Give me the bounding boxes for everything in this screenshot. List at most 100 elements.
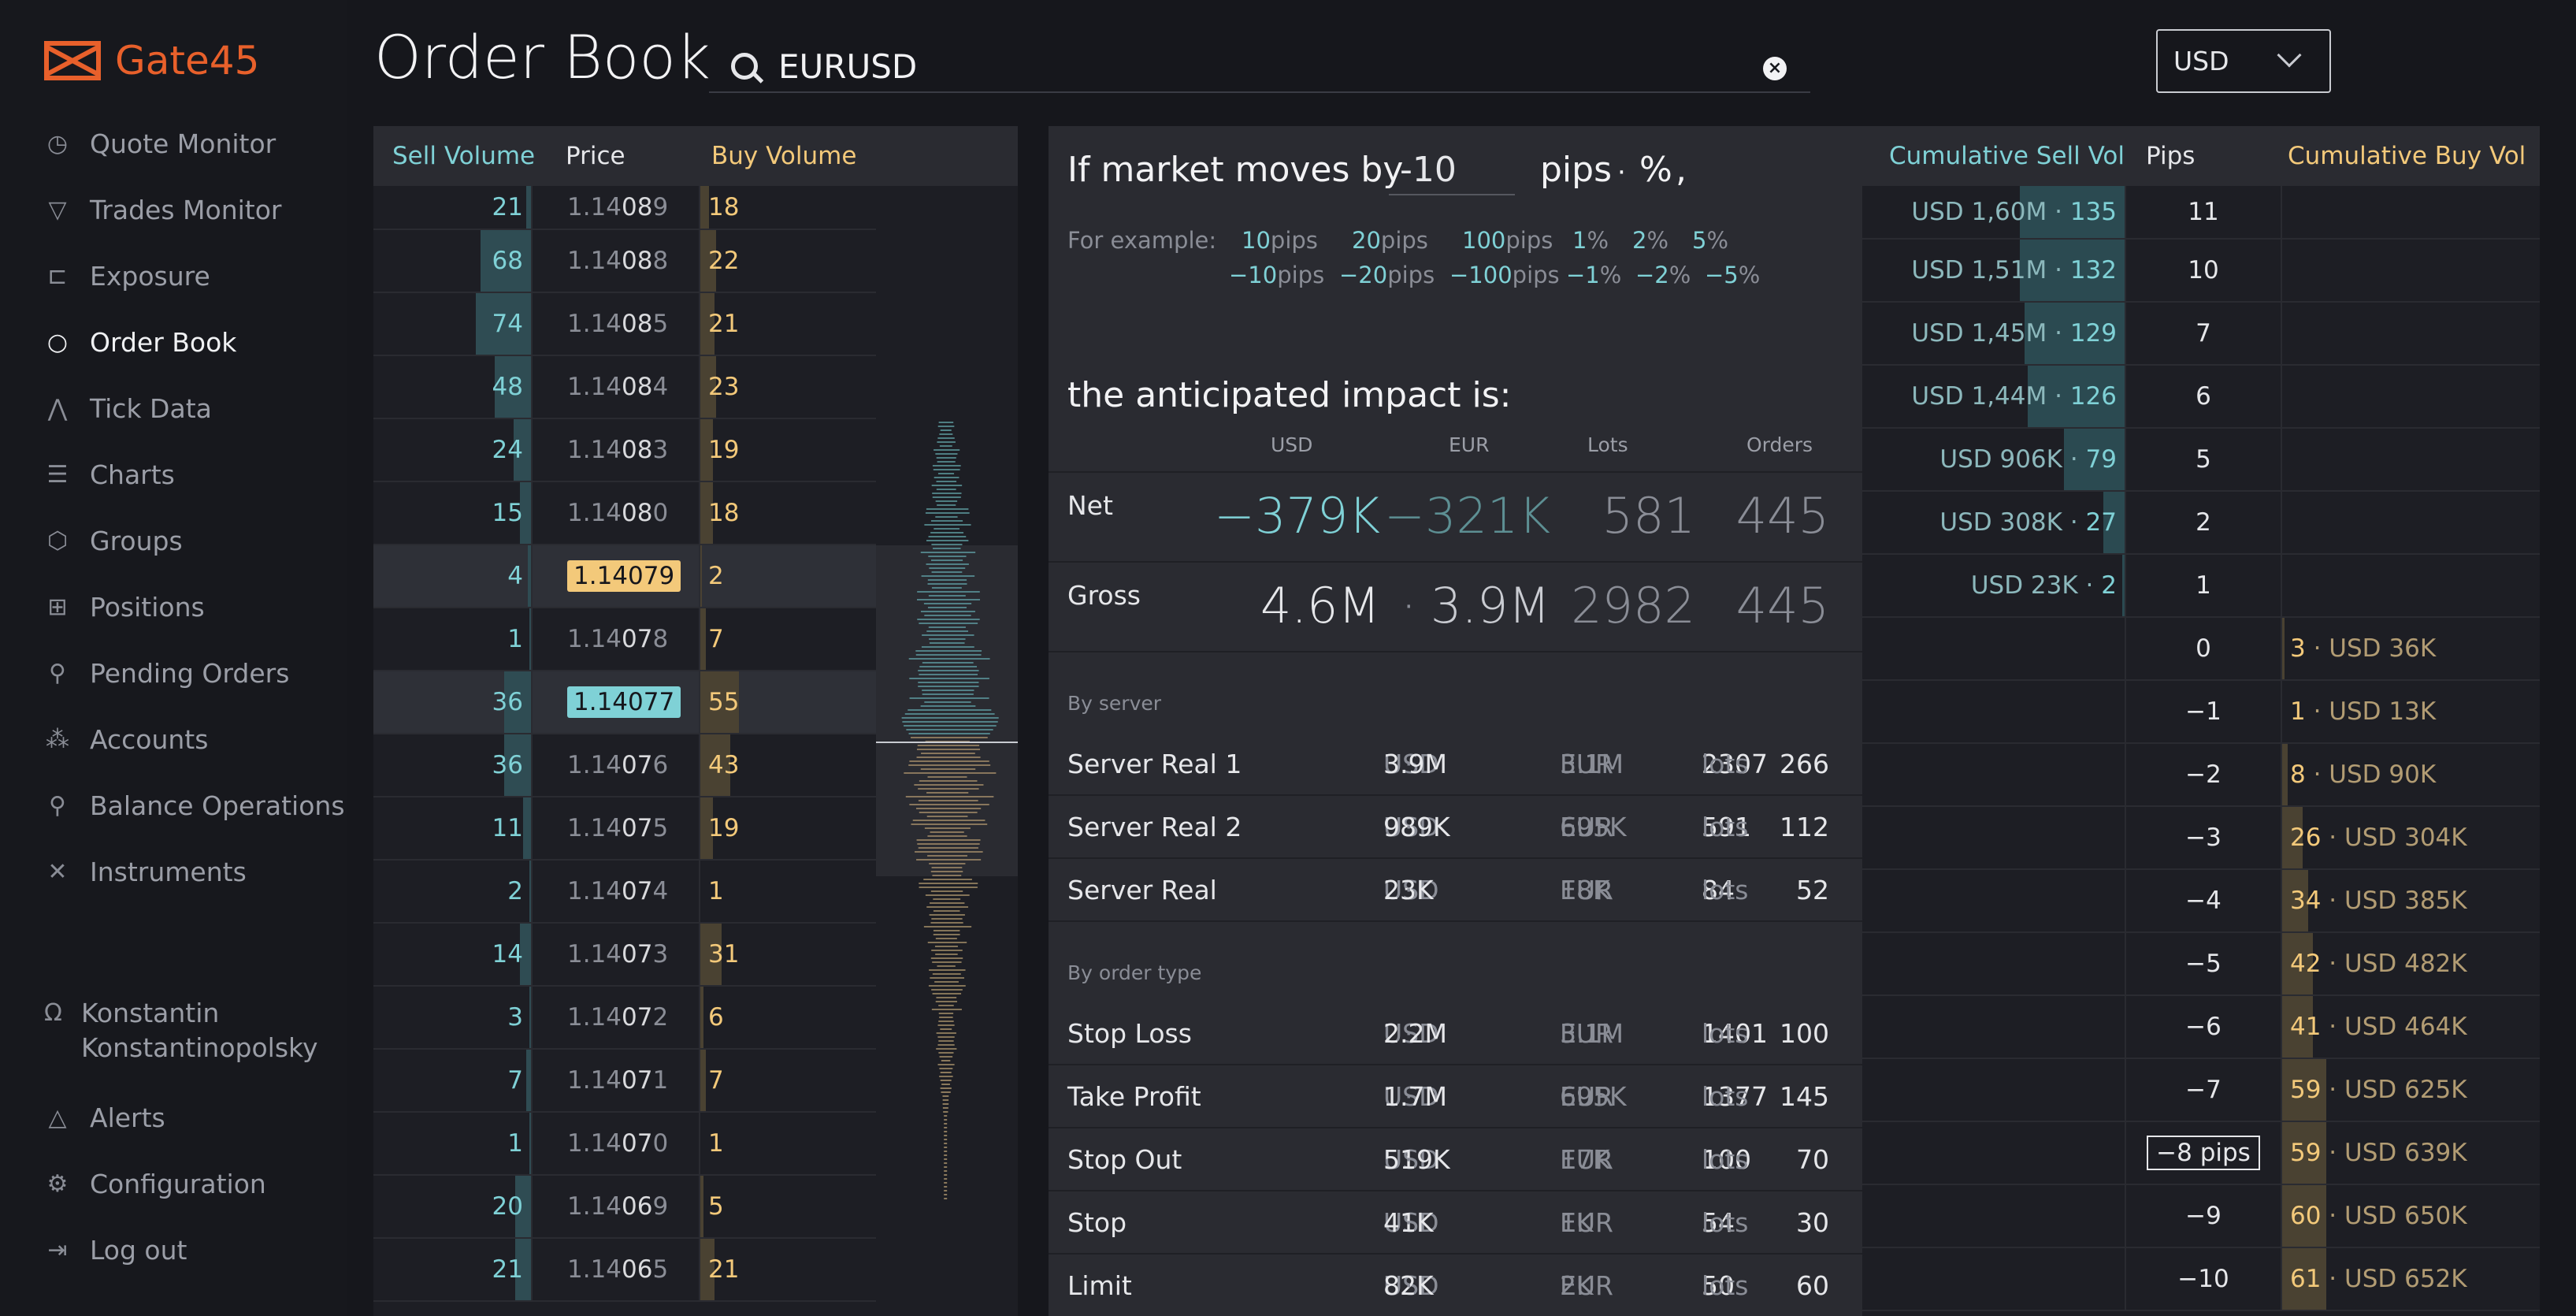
example-move-link[interactable]: 100pips xyxy=(1462,227,1553,254)
order-book-row[interactable]: 2 1.14074 1 xyxy=(373,861,876,924)
sidebar-item-alerts[interactable]: △ Alerts xyxy=(44,1095,165,1139)
order-book-row[interactable]: 24 1.14083 19 xyxy=(373,419,876,482)
currency-select[interactable]: USD xyxy=(2156,29,2331,93)
order-book-row[interactable]: 4 1.14079 2 xyxy=(373,545,876,608)
pips-value[interactable]: −8 pips xyxy=(2147,1136,2260,1170)
cumulative-row[interactable]: USD 23K · 2 1 xyxy=(1862,555,2540,618)
example-move-link[interactable]: −100pips xyxy=(1449,262,1560,288)
currency-label: USD xyxy=(1383,1081,1439,1112)
order-book-row[interactable]: 1 1.14078 7 xyxy=(373,608,876,671)
sell-volume-value: 74 xyxy=(492,310,523,338)
move-amount-input[interactable]: -10 xyxy=(1389,150,1515,195)
cumulative-row[interactable]: −4 34 · USD 385K xyxy=(1862,870,2540,933)
cumulative-row[interactable]: −9 60 · USD 650K xyxy=(1862,1185,2540,1248)
example-move-link[interactable]: −1% xyxy=(1566,262,1621,288)
example-move-link[interactable]: −20pips xyxy=(1339,262,1435,288)
server-row[interactable]: Server Real 1 USD 3.9M · EUR 3.1M 2307 lots 2… xyxy=(1049,733,1862,796)
search-bar[interactable]: EURUSD × xyxy=(709,41,1810,93)
cumulative-row[interactable]: −7 59 · USD 625K xyxy=(1862,1059,2540,1122)
sidebar-item-groups[interactable]: ⬡ Groups xyxy=(44,519,183,563)
clear-search-icon[interactable]: × xyxy=(1763,57,1787,80)
order-book-row[interactable]: 21 1.14089 18 xyxy=(373,186,876,230)
order-book-row[interactable]: 36 1.14077 55 xyxy=(373,671,876,734)
cumulative-row[interactable]: −10 61 · USD 652K xyxy=(1862,1248,2540,1311)
order-type-row[interactable]: Stop USD 41K · EUR 1K 54 lots 30 xyxy=(1049,1191,1862,1255)
example-move-link[interactable]: −5% xyxy=(1705,262,1760,288)
cumulative-row[interactable]: USD 1,44M · 126 6 xyxy=(1862,366,2540,429)
server-row[interactable]: Server Real 2 USD 989K · EUR 695K 591 lots 11… xyxy=(1049,796,1862,859)
order-book-row[interactable]: 7 1.14071 7 xyxy=(373,1050,876,1113)
example-move-link[interactable]: 2% xyxy=(1632,227,1668,254)
pips-header[interactable]: Pips xyxy=(2146,142,2196,170)
example-move-link[interactable]: 1% xyxy=(1572,227,1609,254)
order-book-row[interactable]: 21 1.14065 21 xyxy=(373,1239,876,1302)
sidebar-item-accounts[interactable]: ⁂ Accounts xyxy=(44,717,208,761)
depth-highlight xyxy=(876,545,1018,876)
cumulative-row[interactable]: −6 41 · USD 464K xyxy=(1862,996,2540,1059)
sidebar-item-log-out[interactable]: ⇥ Log out xyxy=(44,1228,187,1272)
buy-volume-header[interactable]: Buy Volume xyxy=(711,142,857,170)
cumulative-row[interactable]: −8 pips 59 · USD 639K xyxy=(1862,1122,2540,1185)
sell-volume-header[interactable]: Sell Volume xyxy=(392,142,536,170)
order-type-row[interactable]: Stop Loss USD 2.2M · EUR 3.1M 1401 lots 100 xyxy=(1049,1002,1862,1065)
order-type-row[interactable]: Take Profit USD 1.7M · EUR 695K 1377 lots 145 xyxy=(1049,1065,1862,1128)
cumulative-row[interactable]: USD 308K · 27 2 xyxy=(1862,492,2540,555)
buy-volume-cell: 18 xyxy=(700,186,876,229)
net-eur: −321K xyxy=(1384,487,1550,545)
order-book-row[interactable]: 20 1.14069 5 xyxy=(373,1176,876,1239)
sell-volume-value: 21 xyxy=(492,1255,523,1284)
price-header[interactable]: Price xyxy=(566,142,625,170)
sidebar-item-configuration[interactable]: ⚙ Configuration xyxy=(44,1162,266,1206)
cumulative-row[interactable]: −2 8 · USD 90K xyxy=(1862,744,2540,807)
example-move-link[interactable]: −2% xyxy=(1635,262,1691,288)
cumulative-row[interactable]: 0 3 · USD 36K xyxy=(1862,618,2540,681)
sidebar-item-pending-orders[interactable]: ⚲ Pending Orders xyxy=(44,651,289,695)
logo[interactable]: Gate45 xyxy=(44,38,259,84)
order-type-row[interactable]: Limit USD 82K · EUR 2K 50 lots 60 xyxy=(1049,1255,1862,1316)
sidebar-item-trades-monitor[interactable]: ▽ Trades Monitor xyxy=(44,188,281,232)
order-book-row[interactable]: 1 1.14070 1 xyxy=(373,1113,876,1176)
cumulative-row[interactable]: USD 1,45M · 129 7 xyxy=(1862,303,2540,366)
cumulative-row[interactable]: USD 1,60M · 135 11 xyxy=(1862,186,2540,240)
order-book-row[interactable]: 3 1.14072 6 xyxy=(373,987,876,1050)
sidebar-item-charts[interactable]: ☰ Charts xyxy=(44,452,175,496)
server-row[interactable]: Server Real USD 23K · EUR 18K 84 lots 52 xyxy=(1049,859,1862,922)
cumulative-row[interactable]: −5 42 · USD 482K xyxy=(1862,933,2540,996)
sidebar-item-instruments[interactable]: ✕ Instruments xyxy=(44,849,246,894)
cumulative-row[interactable]: −3 26 · USD 304K xyxy=(1862,807,2540,870)
buy-volume-value: 31 xyxy=(708,940,740,968)
cum-buy-header[interactable]: Cumulative Buy Vol xyxy=(2288,142,2526,170)
sidebar-item-positions[interactable]: ⊞ Positions xyxy=(44,585,204,629)
order-book-row[interactable]: 15 1.14080 18 xyxy=(373,482,876,545)
example-unit: pips xyxy=(1277,262,1325,288)
example-move-link[interactable]: −10pips xyxy=(1229,262,1324,288)
unit-percent-toggle[interactable]: % xyxy=(1639,150,1672,190)
example-move-link[interactable]: 10pips xyxy=(1242,227,1318,254)
order-book-row[interactable]: 11 1.14075 19 xyxy=(373,797,876,861)
user-profile[interactable]: Ω Konstantin Konstantinopolsky xyxy=(44,996,317,1065)
order-book-row[interactable]: 48 1.14084 23 xyxy=(373,356,876,419)
unit-pips-toggle[interactable]: pips xyxy=(1540,150,1613,190)
cumulative-row[interactable]: −1 1 · USD 13K xyxy=(1862,681,2540,744)
cum-buy-count: 41 xyxy=(2290,1013,2322,1041)
order-book-row[interactable]: 68 1.14088 22 xyxy=(373,230,876,293)
example-move-link[interactable]: 20pips xyxy=(1352,227,1428,254)
buy-volume-value: 55 xyxy=(708,688,740,716)
sidebar-item-tick-data[interactable]: ⋀ Tick Data xyxy=(44,386,212,430)
sidebar-item-exposure[interactable]: ⊏ Exposure xyxy=(44,254,210,298)
order-book-row[interactable]: 36 1.14076 43 xyxy=(373,734,876,797)
sidebar-item-balance-operations[interactable]: ⚲ Balance Operations xyxy=(44,783,345,827)
example-unit: pips xyxy=(1380,227,1428,254)
example-unit: pips xyxy=(1512,262,1560,288)
cum-sell-count: 135 xyxy=(2069,198,2117,226)
search-input[interactable]: EURUSD xyxy=(778,46,918,86)
cumulative-row[interactable]: USD 1,51M · 132 10 xyxy=(1862,240,2540,303)
order-book-row[interactable]: 14 1.14073 31 xyxy=(373,924,876,987)
cumulative-row[interactable]: USD 906K · 79 5 xyxy=(1862,429,2540,492)
order-book-row[interactable]: 74 1.14085 21 xyxy=(373,293,876,356)
sidebar-item-quote-monitor[interactable]: ◷ Quote Monitor xyxy=(44,121,276,165)
sidebar-item-order-book[interactable]: ○ Order Book xyxy=(44,320,237,364)
example-move-link[interactable]: 5% xyxy=(1692,227,1728,254)
order-type-row[interactable]: Stop Out USD 519K · EUR 17K 100 lots 70 xyxy=(1049,1128,1862,1191)
cum-sell-header[interactable]: Cumulative Sell Vol xyxy=(1889,142,2125,170)
